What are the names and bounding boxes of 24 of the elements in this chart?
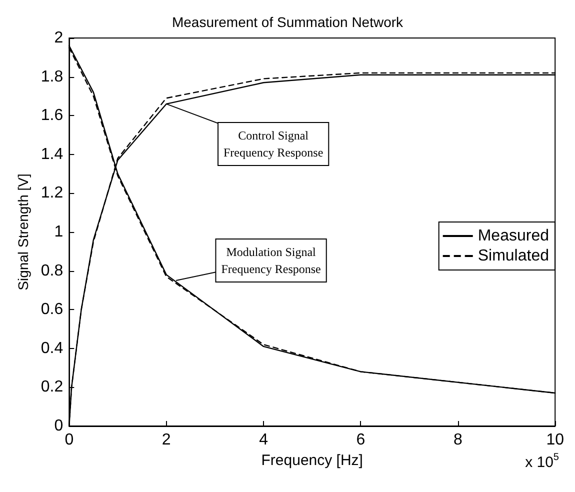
y-tick-label: 1 (54, 224, 64, 240)
y-tick-label: 2 (54, 30, 64, 46)
x-tick-label: 2 (162, 432, 171, 448)
legend-label: Simulated (478, 248, 550, 264)
y-tick-label: 0 (54, 418, 64, 434)
y-axis-title: Signal Strength [V] (15, 174, 31, 290)
legend-label: Measured (478, 228, 550, 244)
y-tick-label: 1.8 (40, 68, 64, 86)
x-tick-label: 6 (356, 432, 366, 448)
y-tick-label: 0.4 (40, 340, 64, 357)
annotation: Modulation Signal Frequency Response (221, 245, 321, 276)
chart-title: Measurement of Summation Network (172, 14, 404, 30)
y-tick-label: 0.8 (40, 262, 64, 280)
x-axis-title: Frequency [Hz] (261, 452, 363, 469)
y-tick-label: 1.4 (40, 146, 64, 163)
x-tick-label: 10 (546, 432, 564, 448)
x-tick-label: 4 (259, 432, 268, 448)
x-tick-label: 8 (453, 432, 462, 448)
y-tick-label: 1.2 (40, 184, 64, 202)
x-tick-label: 0 (64, 432, 74, 448)
annotation: Control Signal Frequency Response (224, 128, 324, 160)
y-tick-label: 0.6 (40, 301, 64, 318)
y-tick-label: 1.6 (40, 107, 64, 124)
y-tick-label: 0.2 (40, 378, 64, 396)
